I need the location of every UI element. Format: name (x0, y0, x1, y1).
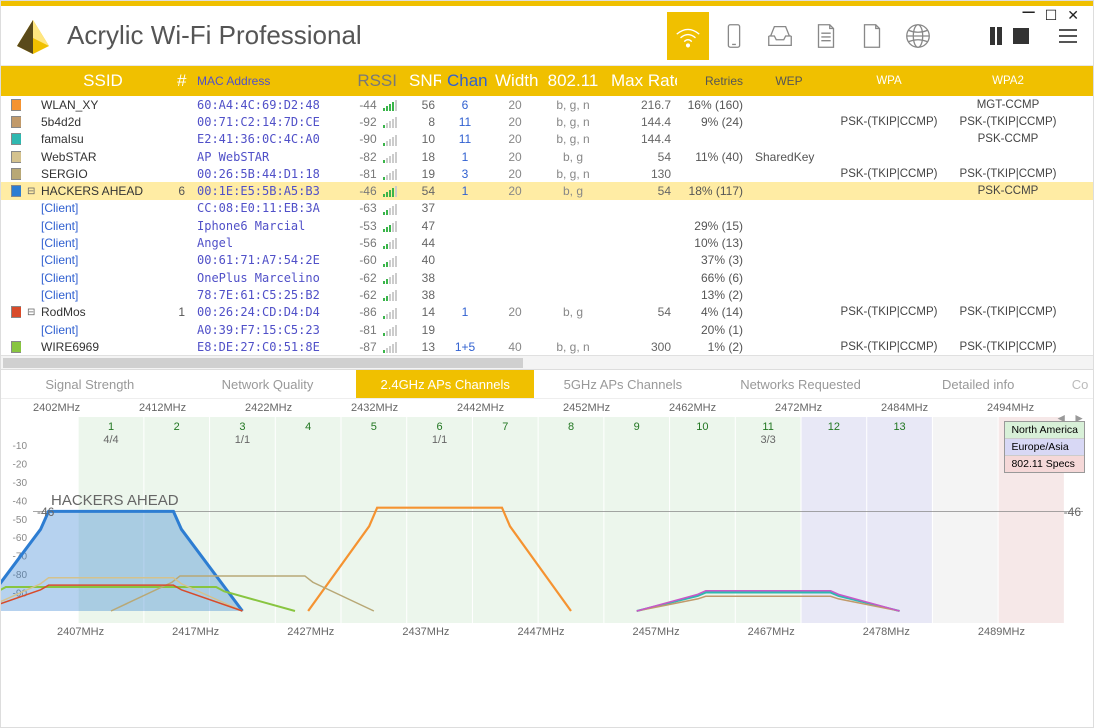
close-button[interactable]: ✕ (1067, 7, 1079, 24)
table-row[interactable]: SERGIO00:26:5B:44:D1:18-81 19320b, g, n1… (1, 165, 1093, 182)
maximize-button[interactable]: ☐ (1045, 7, 1058, 24)
table-row[interactable]: famaIsuE2:41:36:0C:4C:A0-90 101120b, g, … (1, 131, 1093, 148)
globe-icon[interactable] (897, 12, 939, 60)
svg-text:13: 13 (893, 421, 905, 433)
svg-text:1: 1 (108, 421, 114, 433)
tab-next-icon[interactable]: ► (1073, 411, 1085, 425)
svg-text:3: 3 (239, 421, 245, 433)
svg-text:3/3: 3/3 (760, 434, 775, 446)
svg-text:9: 9 (634, 421, 640, 433)
stop-button[interactable] (1013, 28, 1029, 44)
table-row[interactable]: WebSTARAP WebSTAR-82 18120b, g5411% (40)… (1, 148, 1093, 165)
chart-tabs: Signal StrengthNetwork Quality2.4GHz APs… (1, 369, 1093, 399)
document-icon[interactable] (851, 12, 893, 60)
table-row[interactable]: ⊟RodMos100:26:24:CD:D4:D4-86 14120b, g54… (1, 304, 1093, 321)
col-mac[interactable]: MAC Address (191, 74, 351, 88)
tab-2-4ghz-aps-channels[interactable]: 2.4GHz APs Channels (356, 370, 534, 398)
titlebar: Acrylic Wi-Fi Professional (1, 6, 1093, 66)
svg-text:4/4: 4/4 (103, 434, 118, 446)
svg-text:-50: -50 (13, 515, 28, 526)
svg-text:6: 6 (437, 421, 443, 433)
table-body: WLAN_XY60:A4:4C:69:D2:48-44 56620b, g, n… (1, 96, 1093, 355)
table-row[interactable]: [Client]OnePlus Marcelino-62 3866% (6) (1, 269, 1093, 286)
pause-button[interactable] (989, 27, 1003, 45)
toolbar (667, 12, 939, 60)
svg-text:2: 2 (174, 421, 180, 433)
svg-text:-30: -30 (13, 478, 28, 489)
table-row[interactable]: WLAN_XY60:A4:4C:69:D2:48-44 56620b, g, n… (1, 96, 1093, 113)
col-ssid[interactable]: SSID (35, 71, 171, 91)
channel-chart: 2402MHz2412MHz2422MHz2432MHz2442MHz2452M… (1, 399, 1093, 655)
table-row[interactable]: [Client]00:61:71:A7:54:2E-60 4037% (3) (1, 252, 1093, 269)
col-rate[interactable]: Max Rate (605, 71, 677, 91)
col-chan[interactable]: Chan (441, 71, 489, 91)
window-controls: ‒ ☐ ✕ (1022, 7, 1079, 24)
svg-text:4: 4 (305, 421, 311, 433)
table-row[interactable]: [Client]CC:08:E0:11:EB:3A-63 37 (1, 200, 1093, 217)
tab-prev-icon[interactable]: ◄ (1055, 411, 1067, 425)
svg-text:7: 7 (502, 421, 508, 433)
svg-text:1/1: 1/1 (432, 434, 447, 446)
tab-network-quality[interactable]: Network Quality (179, 370, 357, 398)
svg-text:-60: -60 (13, 534, 28, 545)
selected-rssi-right: -46 (1064, 505, 1081, 519)
table-row[interactable]: [Client]Iphone6 Marcial-53 4729% (15) (1, 217, 1093, 234)
svg-text:-40: -40 (13, 497, 28, 508)
table-header: SSID # MAC Address RSSI SNR Chan Width 8… (1, 66, 1093, 96)
inbox-icon[interactable] (759, 12, 801, 60)
app-logo-icon (13, 16, 53, 56)
col-num[interactable]: # (171, 71, 191, 91)
tab-detailed-info[interactable]: Detailed info (889, 370, 1067, 398)
col-width[interactable]: Width (489, 71, 541, 91)
col-snr[interactable]: SNR (403, 71, 441, 91)
chart-legend: North AmericaEurope/Asia802.11 Specs (1004, 421, 1085, 473)
tab-co[interactable]: Co (1067, 370, 1093, 398)
table-row[interactable]: [Client]Angel-56 4410% (13) (1, 234, 1093, 251)
tab-5ghz-aps-channels[interactable]: 5GHz APs Channels (534, 370, 712, 398)
wifi-scan-icon[interactable] (667, 12, 709, 60)
minimize-button[interactable]: ‒ (1022, 7, 1034, 24)
selected-rssi-left: -46 (37, 505, 54, 519)
col-wpa2[interactable]: WPA2 (949, 75, 1067, 87)
svg-text:-10: -10 (13, 441, 28, 452)
table-row[interactable]: WIRE6969E8:DE:27:C0:51:8E-87 131+540b, g… (1, 338, 1093, 355)
table-row[interactable]: ⊟HACKERS AHEAD600:1E:E5:5B:A5:B3-46 5412… (1, 182, 1093, 199)
tab-networks-requested[interactable]: Networks Requested (712, 370, 890, 398)
svg-text:-20: -20 (13, 460, 28, 471)
col-wpa[interactable]: WPA (829, 75, 949, 87)
col-rssi[interactable]: RSSI (351, 71, 403, 91)
horizontal-scrollbar[interactable] (1, 355, 1093, 369)
svg-text:11: 11 (762, 421, 773, 433)
svg-text:8: 8 (568, 421, 574, 433)
svg-text:10: 10 (696, 421, 708, 433)
tab-signal-strength[interactable]: Signal Strength (1, 370, 179, 398)
svg-text:1/1: 1/1 (235, 434, 250, 446)
document-lines-icon[interactable] (805, 12, 847, 60)
selected-network-label: HACKERS AHEAD (51, 492, 179, 509)
table-row[interactable]: [Client]78:7E:61:C5:25:B2-62 3813% (2) (1, 286, 1093, 303)
menu-icon[interactable] (1059, 29, 1077, 43)
svg-text:5: 5 (371, 421, 377, 433)
col-80211[interactable]: 802.11 (541, 71, 605, 91)
col-wep[interactable]: WEP (749, 74, 829, 88)
col-retries[interactable]: Retries (677, 74, 749, 88)
table-row[interactable]: [Client]A0:39:F7:15:C5:23-81 1920% (1) (1, 321, 1093, 338)
svg-text:12: 12 (828, 421, 840, 433)
app-title: Acrylic Wi-Fi Professional (67, 20, 667, 51)
device-icon[interactable] (713, 12, 755, 60)
table-row[interactable]: 5b4d2d00:71:C2:14:7D:CE-92 81120b, g, n1… (1, 113, 1093, 130)
